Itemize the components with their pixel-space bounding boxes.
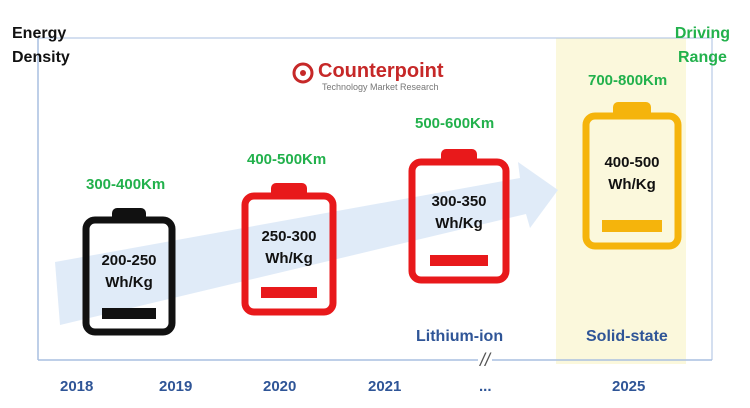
battery-2025-density: 400-500 Wh/Kg: [604, 154, 660, 193]
solid-state-label: Solid-state: [586, 328, 668, 345]
battery-2021: [408, 149, 510, 284]
battery-2018: [82, 208, 176, 336]
battery-2021-range: 500-600Km: [415, 115, 495, 132]
battery-2025-charge: [602, 220, 662, 232]
battery-2020-body: [241, 192, 337, 316]
driving-range-label: Driving Range: [674, 25, 730, 66]
battery-2025-range: 700-800Km: [588, 72, 668, 89]
axis-break-mark: //: [478, 350, 493, 371]
year-label-2025: 2025: [612, 378, 646, 395]
battery-2020: [241, 183, 337, 316]
battery-2020-density: 250-300 Wh/Kg: [261, 228, 317, 267]
year-label-2019: 2019: [159, 378, 193, 395]
battery-2021-density: 300-350 Wh/Kg: [431, 193, 487, 232]
battery-2018-density: 200-250 Wh/Kg: [101, 252, 157, 291]
battery-2021-body: [408, 158, 510, 284]
lithium-ion-label: Lithium-ion: [416, 328, 504, 345]
battery-2018-body: [82, 216, 176, 336]
solid-state-highlight: [556, 38, 686, 364]
year-label-2020: 2020: [263, 378, 297, 395]
growth-arrow: [55, 162, 558, 325]
battery-2020-range: 400-500Km: [247, 151, 327, 168]
battery-2025: [582, 102, 682, 250]
energy-density-label: Energy Density: [12, 25, 70, 66]
year-label-ellipsis: ...: [479, 378, 492, 395]
logo-name: Counterpoint: [318, 60, 444, 82]
battery-2018-charge: [102, 308, 156, 319]
counterpoint-logo-icon: [292, 62, 314, 84]
battery-2021-charge: [430, 255, 488, 266]
year-label-2021: 2021: [368, 378, 402, 395]
battery-2020-charge: [261, 287, 317, 298]
battery-2018-range: 300-400Km: [86, 176, 166, 193]
battery-2025-body: [582, 112, 682, 250]
logo-tagline: Technology Market Research: [322, 82, 439, 92]
year-label-2018: 2018: [60, 378, 94, 395]
